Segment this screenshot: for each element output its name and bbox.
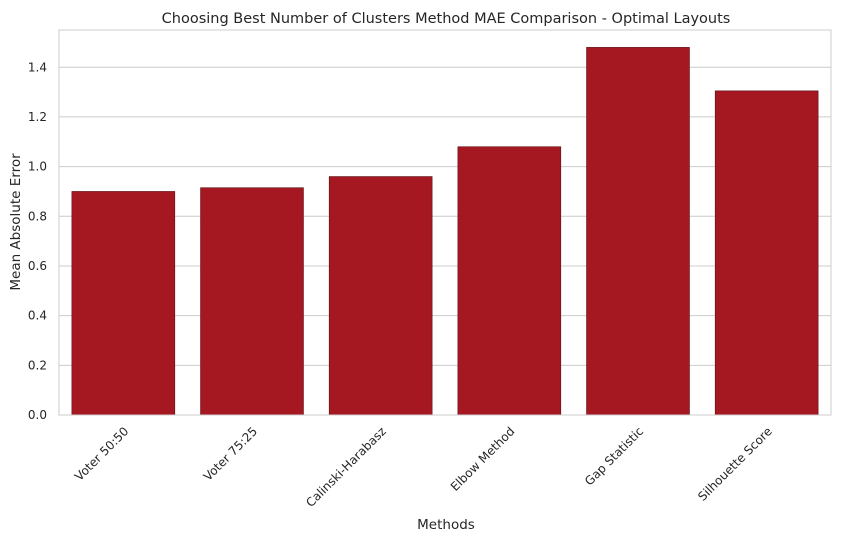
x-axis-label: Methods — [417, 517, 475, 533]
bar — [457, 146, 562, 416]
bars — [71, 47, 819, 416]
y-tick-label: 0.4 — [28, 309, 47, 323]
chart-title: Choosing Best Number of Clusters Method … — [162, 11, 731, 27]
plot-frame — [58, 29, 832, 416]
y-tick-labels: 0.0 0.2 0.4 0.6 0.8 1.0 1.2 1.4 — [28, 60, 47, 422]
y-tick-label: 1.2 — [28, 110, 47, 124]
bar — [328, 176, 433, 416]
bar — [586, 47, 690, 416]
y-tick-label: 0.2 — [28, 358, 47, 372]
bar — [71, 191, 176, 416]
y-tick-label: 1.0 — [28, 160, 47, 174]
y-tick-label: 0.8 — [28, 209, 47, 223]
y-tick-label: 0.0 — [28, 408, 47, 422]
y-axis-label: Mean Absolute Error — [8, 153, 24, 291]
y-tick-label: 1.4 — [28, 60, 47, 74]
bar — [200, 187, 304, 416]
bar — [714, 90, 819, 416]
y-tick-label: 0.6 — [28, 259, 47, 273]
